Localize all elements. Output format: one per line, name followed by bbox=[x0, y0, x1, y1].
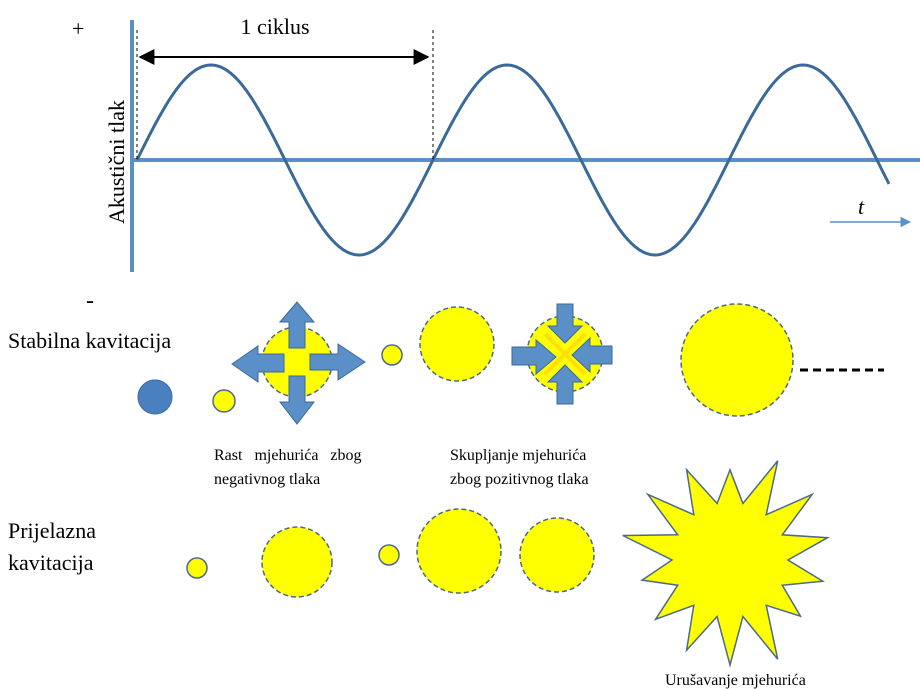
x-axis-label: t bbox=[858, 194, 865, 219]
transient-cavitation-label-1: Prijelazna bbox=[8, 518, 96, 543]
cycle-label: 1 ciklus bbox=[240, 14, 309, 39]
collapse-caption: Urušavanje mjehurića bbox=[665, 672, 806, 689]
small-bubble bbox=[212, 389, 236, 413]
shrinking-bubble bbox=[511, 303, 613, 405]
transient-small-bubble-2 bbox=[378, 544, 400, 566]
stable-cavitation-label: Stabilna kavitacija bbox=[8, 328, 171, 353]
small-bubble-2 bbox=[381, 344, 403, 366]
arrow-right-icon bbox=[309, 343, 366, 381]
arrow-in-left-icon bbox=[571, 336, 613, 374]
y-axis-label: Akustični tlak bbox=[104, 100, 129, 224]
transient-bubble-3 bbox=[519, 517, 595, 593]
arrow-down-icon bbox=[278, 375, 316, 425]
medium-bubble bbox=[419, 306, 495, 382]
arrow-left-icon bbox=[231, 345, 285, 383]
arrow-in-up-icon bbox=[546, 364, 584, 405]
transient-bubble-2 bbox=[416, 508, 502, 594]
seed-bubble bbox=[137, 379, 173, 415]
shrink-caption-2: zbog pozitivnog tlaka bbox=[450, 471, 589, 488]
transient-small-bubble bbox=[186, 557, 208, 579]
transient-cavitation-label-2: kavitacija bbox=[8, 550, 94, 575]
minus-sign: - bbox=[86, 288, 94, 314]
large-bubble bbox=[680, 303, 794, 417]
expanding-bubble bbox=[231, 301, 366, 425]
plus-sign: + bbox=[72, 16, 84, 41]
shrink-caption-1: Skupljanje mjehurića bbox=[450, 447, 586, 464]
arrow-in-down-icon bbox=[546, 303, 584, 344]
arrow-up-icon bbox=[278, 301, 316, 349]
collapse-burst-icon bbox=[622, 460, 831, 668]
pressure-wave bbox=[135, 63, 891, 257]
growth-caption-1: Rast mjehurića zbog bbox=[214, 447, 362, 464]
arrow-in-right-icon bbox=[511, 338, 557, 376]
growth-caption-2: negativnog tlaka bbox=[214, 471, 320, 488]
transient-bubble-1 bbox=[261, 526, 333, 598]
